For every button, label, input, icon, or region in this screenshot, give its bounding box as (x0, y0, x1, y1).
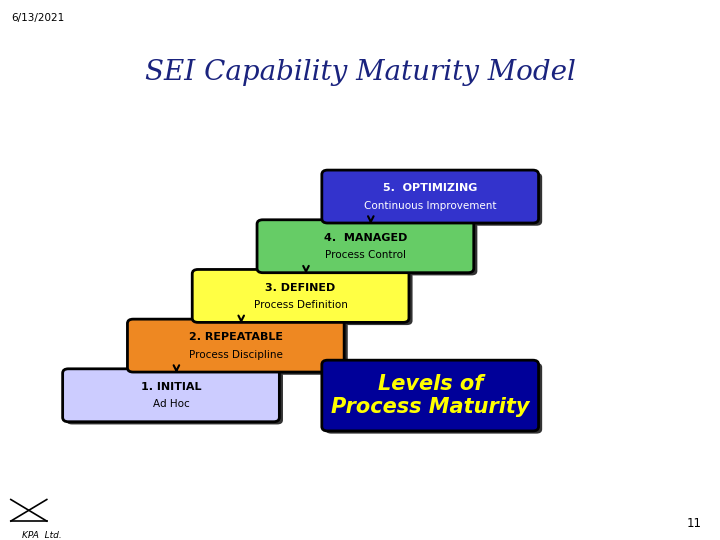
Text: 2. REPEATABLE: 2. REPEATABLE (189, 333, 283, 342)
Text: 4.  MANAGED: 4. MANAGED (324, 233, 407, 243)
Text: Process Discipline: Process Discipline (189, 350, 283, 360)
Text: Levels of: Levels of (377, 374, 483, 394)
Text: 3. DEFINED: 3. DEFINED (266, 283, 336, 293)
Text: 6/13/2021: 6/13/2021 (11, 14, 64, 24)
FancyBboxPatch shape (322, 360, 539, 431)
FancyBboxPatch shape (325, 173, 542, 226)
FancyBboxPatch shape (66, 372, 283, 424)
FancyBboxPatch shape (261, 222, 477, 275)
Text: Ad Hoc: Ad Hoc (153, 400, 189, 409)
Text: Process Definition: Process Definition (253, 300, 348, 310)
Text: Continuous Improvement: Continuous Improvement (364, 201, 497, 211)
Text: KPA  Ltd.: KPA Ltd. (22, 531, 61, 540)
Text: 5.  OPTIMIZING: 5. OPTIMIZING (383, 184, 477, 193)
FancyBboxPatch shape (63, 369, 279, 422)
FancyBboxPatch shape (192, 269, 409, 322)
Text: SEI Capability Maturity Model: SEI Capability Maturity Model (145, 59, 575, 86)
Text: Process Maturity: Process Maturity (331, 397, 529, 417)
FancyBboxPatch shape (322, 170, 539, 223)
FancyBboxPatch shape (196, 272, 413, 325)
FancyBboxPatch shape (131, 322, 348, 375)
Text: 11: 11 (687, 517, 702, 530)
FancyBboxPatch shape (127, 319, 344, 372)
FancyBboxPatch shape (325, 363, 542, 434)
Text: 1. INITIAL: 1. INITIAL (140, 382, 202, 392)
FancyBboxPatch shape (257, 220, 474, 273)
Text: Process Control: Process Control (325, 251, 406, 260)
